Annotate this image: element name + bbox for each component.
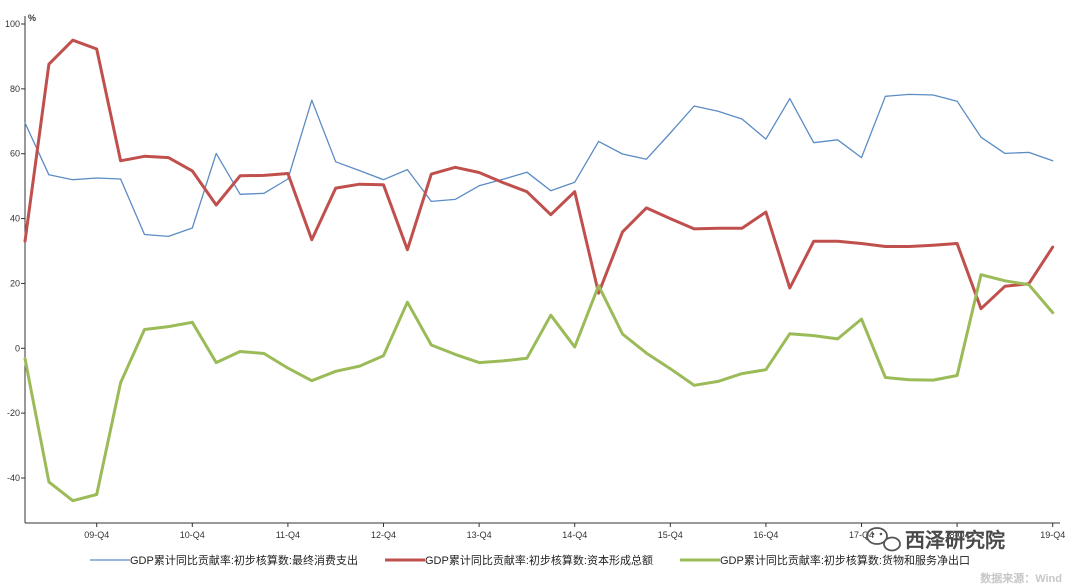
x-tick-label: 19-Q4 bbox=[1040, 530, 1065, 540]
watermark: 西泽研究院 bbox=[866, 527, 1005, 552]
y-tick-label: 80 bbox=[10, 84, 20, 94]
y-axis: % 100 80 60 40 20 0 -20 -40 bbox=[5, 13, 36, 523]
wechat-icon bbox=[866, 527, 901, 552]
legend-label: GDP累计同比贡献率:初步核算数:资本形成总额 bbox=[425, 553, 653, 567]
y-tick-label: 100 bbox=[5, 19, 20, 29]
series-2 bbox=[23, 38, 1055, 311]
x-tick-label: 10-Q4 bbox=[180, 530, 205, 540]
legend-item: GDP累计同比贡献率:初步核算数:资本形成总额 bbox=[385, 553, 653, 567]
x-tick-label: 12-Q4 bbox=[371, 530, 396, 540]
x-tick-label: 15-Q4 bbox=[658, 530, 683, 540]
legend-label: GDP累计同比贡献率:初步核算数:货物和服务净出口 bbox=[720, 553, 970, 567]
y-tick-label: 0 bbox=[15, 343, 20, 353]
watermark-text: 西泽研究院 bbox=[905, 528, 1005, 552]
source-text: 数据来源：Wind bbox=[980, 571, 1062, 585]
legend: GDP累计同比贡献率:初步核算数:最终消费支出 GDP累计同比贡献率:初步核算数:… bbox=[90, 553, 970, 567]
y-tick-label: -20 bbox=[7, 408, 20, 418]
y-tick-label: 60 bbox=[10, 149, 20, 159]
x-tick-label: 09-Q4 bbox=[84, 530, 109, 540]
legend-item: GDP累计同比贡献率:初步核算数:货物和服务净出口 bbox=[680, 553, 970, 567]
y-tick-label: -40 bbox=[7, 473, 20, 483]
series-2-line bbox=[23, 38, 1055, 311]
x-tick-label: 18-Q4 bbox=[945, 530, 970, 540]
y-tick-label: 20 bbox=[10, 278, 20, 288]
series-1 bbox=[24, 93, 1054, 238]
x-tick-label: 17-Q4 bbox=[849, 530, 874, 540]
y-axis-unit-label: % bbox=[28, 13, 36, 23]
x-tick-label: 11-Q4 bbox=[276, 530, 300, 540]
x-tick-label: 16-Q4 bbox=[753, 530, 778, 540]
legend-item: GDP累计同比贡献率:初步核算数:最终消费支出 bbox=[90, 553, 358, 567]
series-3-line bbox=[23, 273, 1055, 503]
x-tick-label: 14-Q4 bbox=[562, 530, 587, 540]
legend-label: GDP累计同比贡献率:初步核算数:最终消费支出 bbox=[130, 553, 358, 567]
series-layer bbox=[23, 38, 1055, 503]
x-tick-label: 13-Q4 bbox=[467, 530, 492, 540]
series-3 bbox=[23, 273, 1055, 503]
series-1-line bbox=[24, 93, 1054, 238]
y-tick-label: 40 bbox=[10, 214, 20, 224]
x-axis: 09-Q4 10-Q4 11-Q4 12-Q4 13-Q4 14-Q4 15-Q4 16-Q4… bbox=[25, 522, 1065, 540]
